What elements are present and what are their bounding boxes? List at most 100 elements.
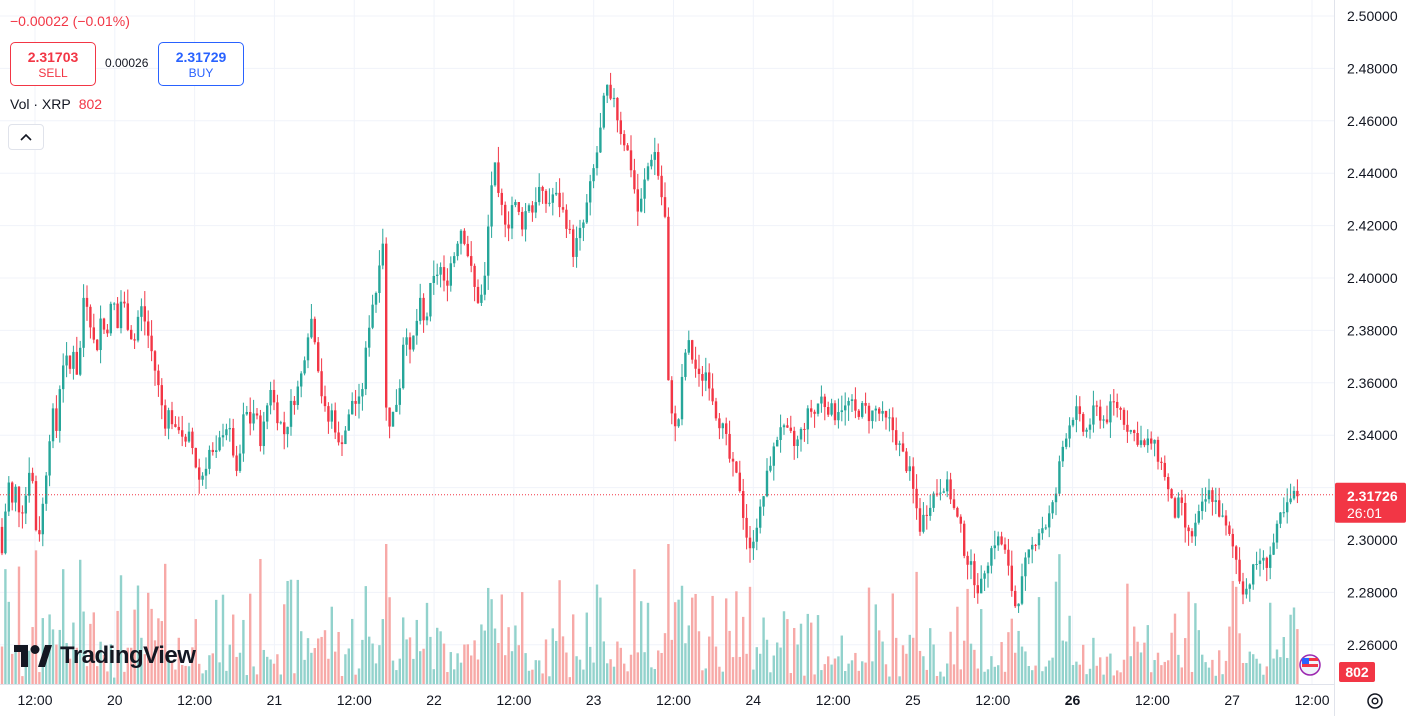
- volume-bar: [1041, 671, 1044, 684]
- volume-bar: [1177, 654, 1180, 684]
- volume-bar: [1231, 580, 1234, 684]
- tradingview-logo[interactable]: TradingView: [14, 642, 196, 670]
- candle-body: [147, 321, 150, 336]
- candle-body: [759, 506, 762, 528]
- volume-bar: [500, 594, 503, 684]
- candle-body: [895, 430, 898, 445]
- buy-button[interactable]: 2.31729 BUY: [158, 42, 244, 86]
- volume-bar: [79, 559, 82, 684]
- chevron-up-icon: [20, 133, 32, 141]
- x-axis-label: 12:00: [1294, 692, 1329, 708]
- volume-bar: [425, 602, 429, 684]
- volume-bar: [548, 676, 551, 684]
- candle-body: [1075, 406, 1078, 420]
- volume-bar: [381, 619, 384, 684]
- volume-bar: [0, 646, 4, 684]
- volume-bar: [762, 617, 765, 684]
- volume-bar: [956, 606, 959, 684]
- candle-body: [385, 243, 388, 408]
- candle-body: [1282, 512, 1285, 514]
- candle-body: [674, 413, 677, 427]
- volume-bar: [75, 647, 78, 684]
- volume-bar: [490, 599, 493, 684]
- buy-label: BUY: [188, 65, 214, 80]
- candle-body: [116, 303, 119, 329]
- candle-body: [772, 446, 775, 466]
- volume-bar: [1037, 597, 1041, 684]
- volume-bar: [1289, 614, 1292, 684]
- candle-body: [524, 211, 527, 230]
- volume-bar: [521, 592, 524, 684]
- candle-body: [762, 496, 765, 507]
- candle-body: [738, 472, 741, 492]
- candle-body: [850, 399, 854, 401]
- volume-bar: [147, 592, 150, 684]
- volume-bar: [473, 640, 476, 684]
- candle-body: [1190, 531, 1194, 537]
- volume-bar: [796, 644, 799, 684]
- volume-bar: [283, 604, 286, 684]
- candle-body: [983, 573, 986, 579]
- y-axis-label: 2.46000: [1347, 113, 1398, 129]
- candle-body: [1031, 544, 1034, 550]
- candle-body: [847, 400, 850, 406]
- volume-bar: [1207, 667, 1211, 684]
- candle-body: [963, 523, 966, 556]
- candle-body: [82, 297, 85, 348]
- volume-bar: [755, 647, 758, 684]
- volume-bar: [364, 586, 367, 684]
- candle-body: [388, 407, 391, 427]
- candle-body: [898, 443, 901, 445]
- volume-bar: [1014, 652, 1017, 684]
- candle-body: [1245, 588, 1248, 595]
- candle-body: [697, 368, 701, 375]
- candle-body: [232, 428, 235, 456]
- volume-bar: [395, 670, 398, 684]
- volume-bar: [772, 655, 775, 684]
- candle-body: [1109, 401, 1112, 423]
- volume-bar: [514, 625, 517, 684]
- volume-badge-text: 802: [1345, 664, 1369, 680]
- candle-body: [476, 286, 480, 303]
- candle-body: [497, 162, 500, 193]
- volume-bar: [72, 622, 75, 684]
- volume-bar: [1143, 642, 1146, 684]
- volume-bar: [7, 601, 10, 684]
- collapse-legend-button[interactable]: [8, 124, 44, 150]
- volume-bar: [609, 659, 612, 684]
- volume-bar: [422, 648, 425, 684]
- candle-body: [891, 417, 894, 431]
- volume-bar: [524, 653, 527, 684]
- volume-bar: [160, 621, 163, 684]
- volume-bar: [96, 666, 99, 684]
- volume-bar: [568, 677, 571, 684]
- candle-body: [701, 374, 704, 381]
- candle-body: [871, 410, 874, 422]
- volume-bar: [62, 569, 65, 684]
- candle-body: [1224, 515, 1228, 526]
- candle-body: [861, 403, 864, 417]
- volume-bar: [721, 671, 724, 684]
- candle-body: [884, 410, 888, 418]
- candle-body: [561, 207, 565, 210]
- current-price-badge: [1335, 482, 1406, 523]
- candle-body: [1102, 419, 1105, 421]
- candle-body: [174, 424, 177, 427]
- volume-legend[interactable]: Vol · XRP 802: [10, 96, 102, 112]
- y-axis-label: 2.44000: [1347, 165, 1398, 181]
- volume-bar: [922, 656, 925, 684]
- candle-body: [973, 561, 976, 586]
- candle-body: [606, 84, 609, 96]
- candle-body: [612, 97, 616, 99]
- settings-gear-icon[interactable]: [1364, 690, 1386, 712]
- volume-bar: [167, 656, 170, 684]
- volume-bar: [1190, 671, 1194, 684]
- candle-body: [133, 339, 136, 341]
- candle-body: [521, 211, 524, 230]
- candle-body: [929, 507, 932, 516]
- sell-button[interactable]: 2.31703 SELL: [10, 42, 96, 86]
- volume-bar: [238, 652, 242, 684]
- candle-body: [252, 413, 255, 424]
- volume-bar: [623, 663, 626, 684]
